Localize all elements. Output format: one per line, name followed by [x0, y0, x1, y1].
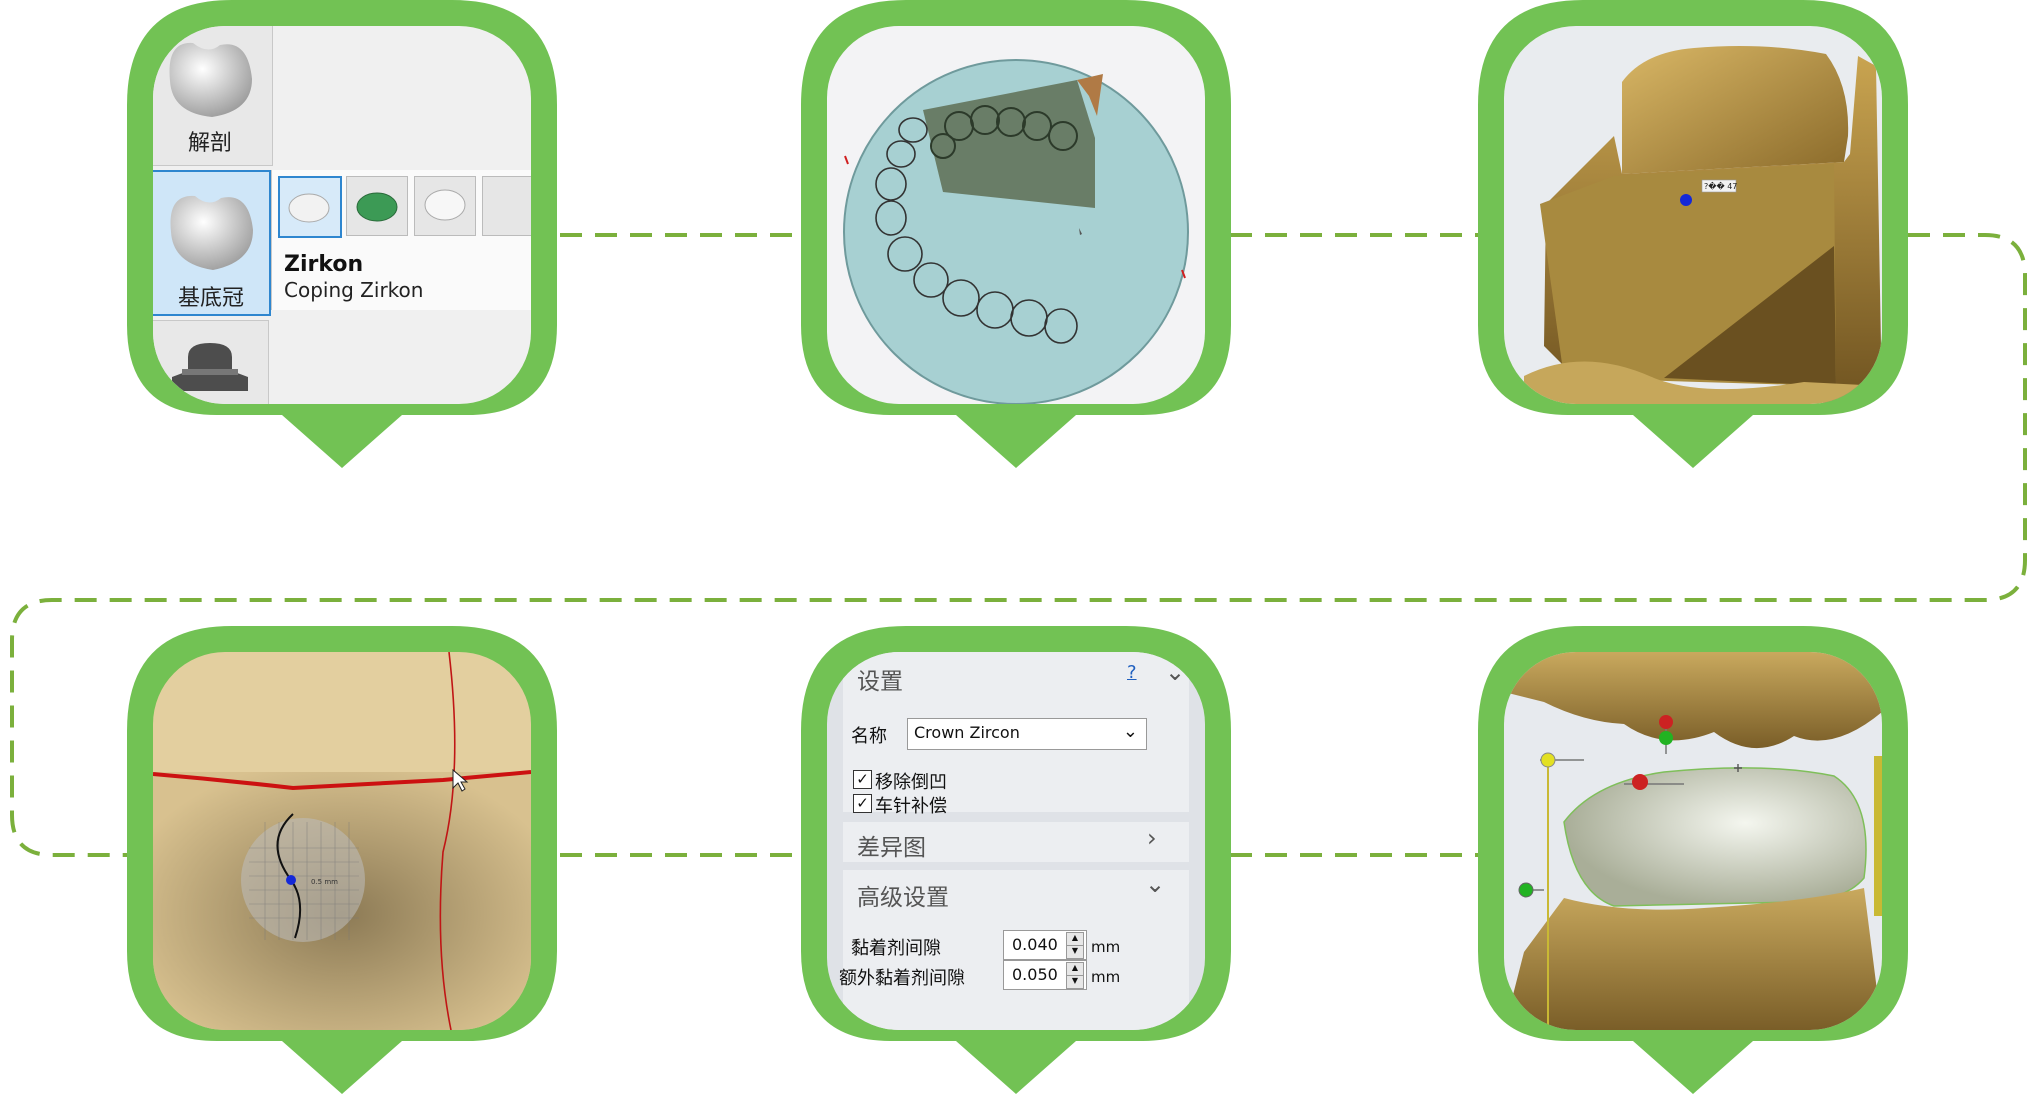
- crown-positioning-view: [1504, 652, 1882, 1030]
- extra-cement-gap-unit: mm: [1091, 968, 1121, 986]
- material-option-white[interactable]: [414, 176, 476, 236]
- grid-scale-label: 0.5 mm: [311, 878, 338, 886]
- material-panel: Zirkon Coping Zirkon: [271, 170, 531, 310]
- cement-gap-label: 黏着剂间隙: [851, 938, 941, 959]
- step2-card: [801, 0, 1231, 468]
- name-label: 名称: [851, 726, 887, 747]
- advanced-title: 高级设置: [857, 885, 949, 911]
- material-subtitle: Coping Zirkon: [284, 278, 424, 302]
- tooth-white-icon: [424, 189, 466, 221]
- help-link[interactable]: ?: [1127, 662, 1137, 683]
- step3-card: ?�� 47: [1478, 0, 1908, 468]
- cement-gap-value: 0.040: [1012, 935, 1058, 954]
- material-title: Zirkon: [284, 252, 364, 277]
- tooth-green-icon: [356, 192, 398, 222]
- remove-undercut-label: 移除倒凹: [875, 772, 947, 793]
- cement-gap-unit: mm: [1091, 938, 1121, 956]
- chevron-down-icon: ⌄: [1122, 721, 1138, 742]
- cement-gap-input[interactable]: 0.040 ▲ ▼: [1003, 930, 1087, 960]
- extra-cement-gap-value: 0.050: [1012, 965, 1058, 984]
- step4-card: 0.5 mm: [127, 626, 557, 1094]
- step2-screenshot: [827, 26, 1205, 404]
- name-select-value: Crown Zircon: [914, 723, 1020, 742]
- diff-map-title: 差异图: [857, 835, 926, 861]
- tooth-white-icon: [288, 193, 330, 223]
- chevron-down-icon[interactable]: ⌄: [1145, 870, 1166, 898]
- material-option-more[interactable]: [482, 176, 531, 236]
- advanced-section: 高级设置 ⌄ 黏着剂间隙 0.040 ▲ ▼ mm 额外黏着剂间隙 0.050 …: [839, 870, 1189, 1030]
- implant-abutment-icon: [172, 343, 248, 391]
- remove-undercut-checkbox[interactable]: ✓: [853, 770, 872, 789]
- drill-compensation-checkbox[interactable]: ✓: [853, 794, 872, 813]
- spin-up-icon[interactable]: ▲: [1066, 962, 1084, 976]
- settings-section: 设置 ? ⌄ 名称 Crown Zircon ⌄ ✓ 移除倒凹 ✓ 车针补偿: [843, 652, 1189, 817]
- settings-title: 设置: [857, 669, 903, 695]
- chevron-down-icon[interactable]: ⌄: [1165, 658, 1186, 686]
- step6-card: [1478, 626, 1908, 1094]
- margin-detail-view: 0.5 mm: [153, 652, 531, 1030]
- step4-screenshot: 0.5 mm: [153, 652, 531, 1030]
- tile-implant[interactable]: [153, 320, 269, 404]
- step1-card: 解剖 基底冠: [127, 0, 557, 468]
- tile-coping[interactable]: 基底冠: [153, 170, 271, 316]
- material-option-zirkon[interactable]: [278, 176, 342, 238]
- arch-alignment-view: [827, 26, 1205, 404]
- material-option-green[interactable]: [346, 176, 408, 236]
- chevron-right-icon: ›: [1147, 824, 1157, 852]
- die-model-view: ?�� 47: [1504, 26, 1882, 404]
- tile-anatomy[interactable]: 解剖: [153, 26, 273, 166]
- marker-label: ?�� 47: [1704, 181, 1737, 191]
- spin-down-icon[interactable]: ▼: [1066, 975, 1084, 989]
- tile-coping-label: 基底冠: [177, 286, 244, 311]
- step3-screenshot: ?�� 47: [1504, 26, 1882, 404]
- extra-cement-gap-input[interactable]: 0.050 ▲ ▼: [1003, 960, 1087, 990]
- name-select[interactable]: Crown Zircon ⌄: [907, 718, 1147, 750]
- extra-cement-gap-label: 额外黏着剂间隙: [839, 968, 965, 989]
- step5-card: 设置 ? ⌄ 名称 Crown Zircon ⌄ ✓ 移除倒凹 ✓ 车针补偿 差…: [801, 626, 1231, 1094]
- step6-screenshot: [1504, 652, 1882, 1030]
- tile-anatomy-label: 解剖: [187, 131, 232, 156]
- spin-down-icon[interactable]: ▼: [1066, 945, 1084, 959]
- tooth-coping-icon: [170, 195, 253, 270]
- drill-compensation-label: 车针补偿: [875, 796, 947, 817]
- diff-map-section[interactable]: 差异图 ›: [843, 822, 1189, 862]
- spin-up-icon[interactable]: ▲: [1066, 932, 1084, 946]
- tooth-crown-icon: [169, 42, 252, 117]
- step5-screenshot: 设置 ? ⌄ 名称 Crown Zircon ⌄ ✓ 移除倒凹 ✓ 车针补偿 差…: [827, 652, 1205, 1030]
- step1-screenshot: 解剖 基底冠: [153, 26, 531, 404]
